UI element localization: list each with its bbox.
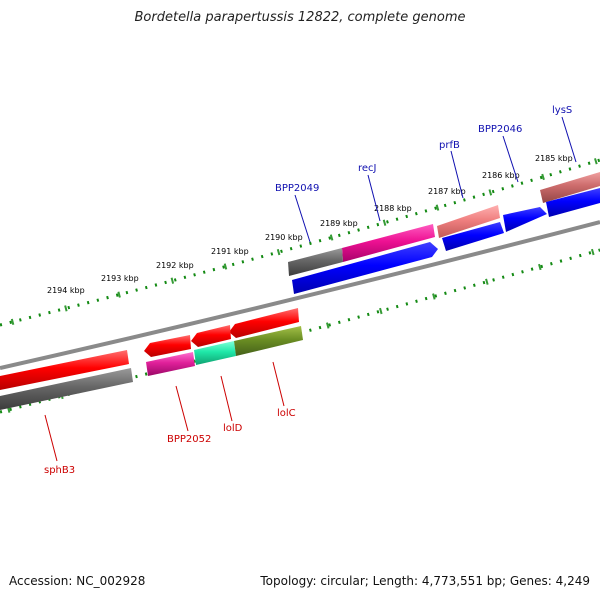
gene-label-sphB3: sphB3 — [44, 465, 75, 476]
accession-label: Accession: NC_002928 — [9, 574, 146, 588]
gene-prfB — [437, 205, 500, 238]
scale-label: 2185 kbp — [535, 154, 573, 163]
leader-line — [272, 361, 285, 407]
gene-sphB3-upper — [0, 350, 129, 390]
genome-backbone — [0, 220, 600, 370]
outer-minor-ticks — [0, 158, 600, 327]
scale-label: 2192 kbp — [156, 261, 194, 270]
reverse-genes — [0, 308, 303, 410]
forward-genes — [288, 172, 600, 294]
gene-sphB3 — [0, 368, 133, 410]
gene-reverse-red-2 — [191, 325, 231, 347]
gene-lolC — [234, 326, 303, 356]
map-title: Bordetella parapertussis 12822, complete… — [134, 10, 466, 25]
gene-label-lolD: lolD — [223, 423, 243, 434]
genome-summary: Topology: circular; Length: 4,773,551 bp… — [260, 574, 590, 588]
scale-label: 2193 kbp — [101, 274, 139, 283]
gene-label-BPP2049: BPP2049 — [275, 183, 319, 194]
gene-lolD — [194, 341, 236, 365]
gene-recJ — [442, 222, 504, 251]
gene-BPP2046-b — [546, 188, 600, 217]
gene-lysS — [540, 172, 600, 203]
gene-reverse-red-1 — [144, 335, 191, 357]
scale-label: 2189 kbp — [320, 219, 358, 228]
leader-line — [175, 385, 189, 432]
gene-BPP2049-upper — [342, 224, 435, 262]
gene-label-prfB: prfB — [439, 140, 460, 151]
scale-label: 2191 kbp — [211, 247, 249, 256]
scale-label: 2186 kbp — [482, 171, 520, 180]
leader-line — [367, 174, 381, 222]
gene-BPP2049 — [288, 248, 343, 276]
scale-labels: 2185 kbp 2186 kbp 2187 kbp 2188 kbp 2189… — [47, 154, 573, 295]
gene-label-BPP2052: BPP2052 — [167, 434, 211, 445]
gene-label-lysS: lysS — [552, 105, 572, 116]
gene-forward-blue — [292, 242, 438, 294]
scale-label: 2190 kbp — [265, 233, 303, 242]
gene-label-lolC: lolC — [277, 408, 296, 419]
outer-tick-ring — [0, 157, 600, 328]
gene-reverse-red-3 — [229, 308, 299, 338]
forward-gene-labels: lysS BPP2046 prfB recJ BPP2049 — [275, 105, 577, 243]
gene-label-BPP2046: BPP2046 — [478, 124, 522, 135]
leader-line — [44, 414, 58, 462]
gene-label-recJ: recJ — [358, 163, 377, 174]
leader-line — [220, 375, 233, 422]
gene-BPP2046 — [503, 207, 547, 232]
scale-label: 2188 kbp — [374, 204, 412, 213]
leader-line — [450, 150, 464, 199]
leader-line — [561, 116, 577, 163]
leader-line — [294, 194, 311, 243]
gene-BPP2052 — [146, 352, 195, 376]
leader-line — [502, 135, 519, 183]
reverse-gene-labels: BPP2052 lolD lolC sphB3 — [44, 361, 296, 476]
scale-label: 2187 kbp — [428, 187, 466, 196]
scale-label: 2194 kbp — [47, 286, 85, 295]
